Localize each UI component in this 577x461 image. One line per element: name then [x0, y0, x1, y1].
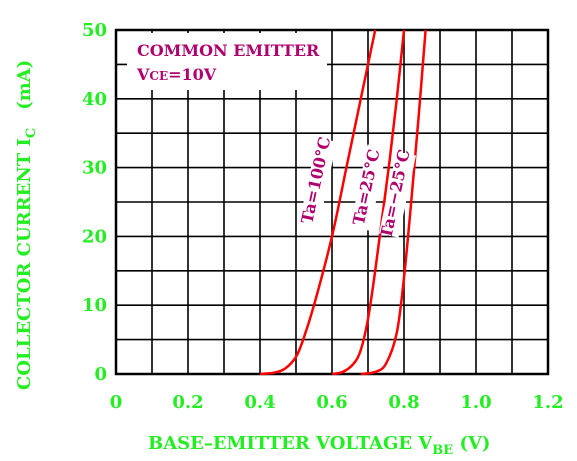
y-tick-labels: 0 10 20 30 40 50 [82, 20, 107, 385]
x-tick-label: 1.0 [460, 392, 491, 413]
y-axis-label: COLLECTOR CURRENT IC(mA) [14, 60, 39, 390]
series-line [360, 29, 427, 376]
series-label-background [299, 137, 337, 224]
x-tick-label: 0 [110, 392, 123, 413]
annotation-line1: COMMON EMITTER [137, 41, 320, 60]
x-tick-label: 1.2 [532, 392, 563, 413]
y-tick-label: 40 [82, 89, 107, 110]
series-label-background [350, 144, 388, 231]
annotation-line2: VCE=10V [136, 65, 217, 84]
series-label-background [378, 151, 416, 238]
x-axis-label: BASE–EMITTER VOLTAGE VBE (V) [148, 433, 490, 458]
series-line [331, 29, 406, 376]
annotation-box [127, 33, 327, 90]
y-tick-label: 10 [82, 295, 107, 316]
series-label: Ta=100°C [297, 135, 334, 225]
y-tick-label: 20 [82, 226, 107, 247]
y-tick-label: 50 [82, 20, 107, 41]
x-tick-label: 0.8 [388, 392, 419, 413]
x-tick-label: 0.4 [244, 392, 275, 413]
x-tick-labels: 0 0.2 0.4 0.6 0.8 1.0 1.2 [110, 392, 564, 413]
y-tick-label: 30 [82, 158, 107, 179]
x-tick-label: 0.2 [172, 392, 203, 413]
x-tick-label: 0.6 [316, 392, 347, 413]
y-tick-label: 0 [94, 364, 107, 385]
series-line [259, 29, 377, 376]
